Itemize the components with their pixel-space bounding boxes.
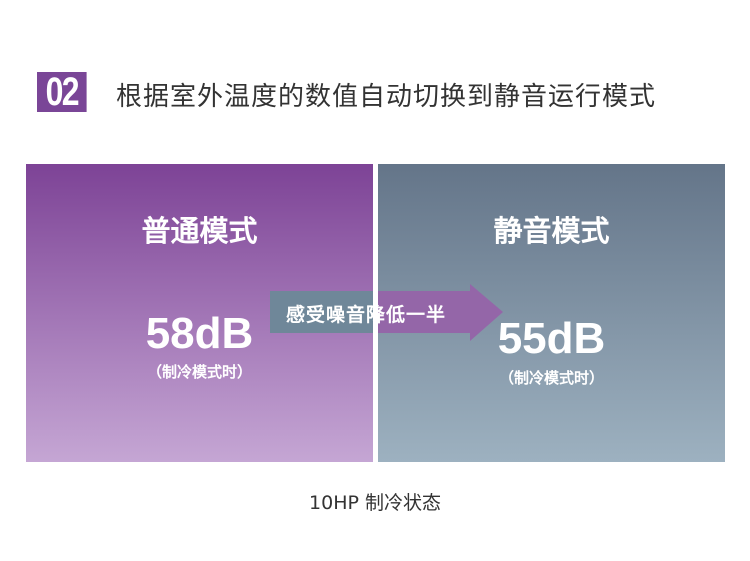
arrow-label: 感受噪音降低一半 — [286, 304, 447, 326]
section-number-badge: 02 — [37, 72, 87, 112]
normal-mode-db: 58dB — [145, 309, 254, 358]
arrow-icon — [270, 284, 503, 341]
silent-mode-label: 静音模式 — [493, 214, 610, 248]
page-title: 根据室外温度的数值自动切换到静音运行模式 — [116, 82, 657, 112]
silent-mode-note: （制冷模式时） — [498, 369, 604, 387]
normal-mode-note: （制冷模式时） — [146, 363, 252, 381]
footer-caption: 10HP 制冷状态 — [309, 492, 441, 514]
normal-mode-label: 普通模式 — [141, 214, 258, 248]
silent-mode-db: 55dB — [497, 314, 606, 363]
